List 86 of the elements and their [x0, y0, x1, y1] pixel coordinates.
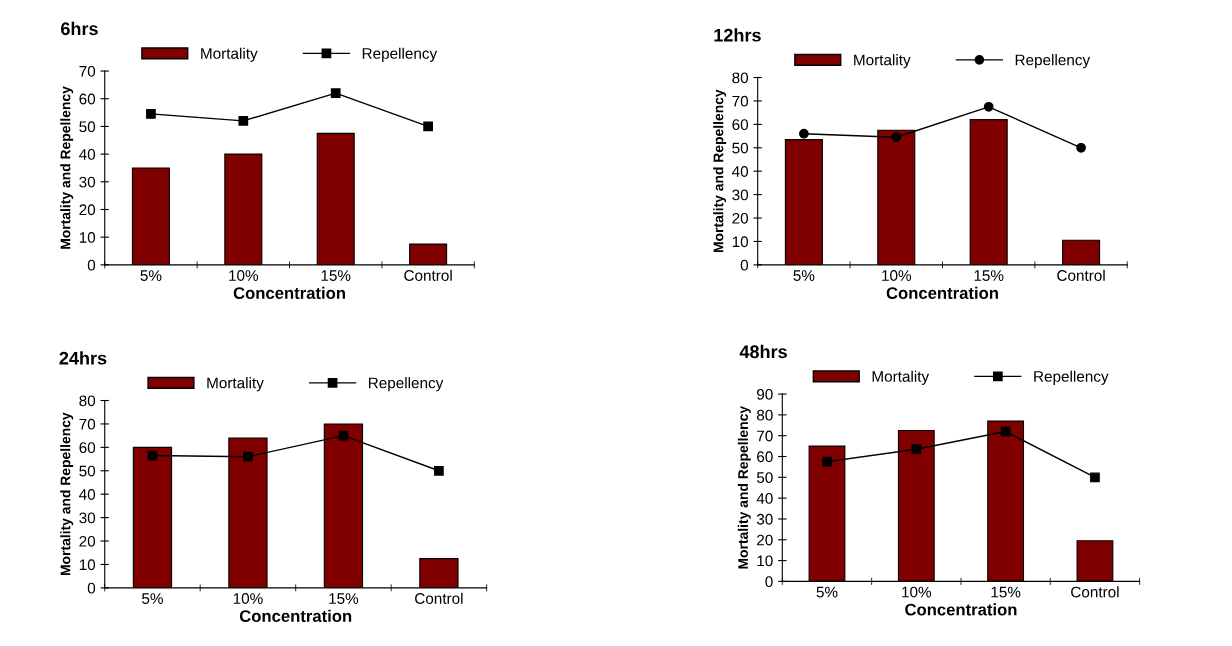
- x-tick-label: 5%: [142, 593, 163, 604]
- point: [423, 121, 433, 132]
- x-tick-label: 5%: [793, 270, 815, 281]
- x-tick-label: 10%: [233, 593, 263, 604]
- y-tick-label: 40: [79, 489, 96, 500]
- y-tick-label: 30: [79, 512, 96, 524]
- y-tick-label: 60: [79, 442, 96, 454]
- y-tick-label: 30: [756, 513, 773, 525]
- legend-label: Mortality: [854, 54, 911, 69]
- y-tick-label: 80: [732, 72, 749, 84]
- x-tick-label: 15%: [991, 586, 1021, 598]
- x-tick-label: 10%: [902, 586, 932, 598]
- x-axis-title: Concentration: [239, 609, 352, 622]
- y-tick-label: 10: [757, 555, 773, 567]
- y-tick-label: 60: [732, 119, 749, 131]
- legend-label: Mortality: [201, 47, 258, 62]
- chart-title: 24hrs: [59, 351, 107, 365]
- point: [911, 444, 922, 455]
- y-tick-label: 70: [79, 65, 96, 77]
- y-tick-label: 20: [757, 534, 773, 546]
- legend-label: Mortality: [207, 377, 264, 392]
- y-tick-label: 60: [79, 93, 96, 105]
- chart-title: 48hrs: [739, 344, 787, 359]
- y-tick-label: 60: [757, 451, 773, 463]
- x-axis-title: Concentration: [233, 286, 345, 299]
- y-tick-label: 0: [740, 259, 749, 271]
- y-tick-label: 40: [756, 493, 773, 504]
- y-tick-label: 70: [757, 430, 773, 442]
- y-axis-title: Mortality and Repellency: [737, 405, 751, 569]
- point: [434, 465, 444, 476]
- y-tick-label: 10: [79, 559, 96, 571]
- x-tick-label: 5%: [816, 586, 838, 598]
- legend-label: Repellency: [368, 377, 444, 392]
- point: [243, 451, 253, 462]
- x-tick-label: 10%: [229, 270, 259, 281]
- chart-title: 12hrs: [714, 28, 761, 42]
- point: [1090, 472, 1100, 483]
- y-tick-label: 70: [732, 95, 749, 107]
- y-tick-label: 20: [79, 204, 96, 216]
- y-tick-label: 0: [765, 576, 773, 588]
- y-tick-label: 40: [79, 148, 96, 160]
- x-tick-label: Control: [1071, 586, 1119, 598]
- x-tick-label: Control: [1057, 269, 1105, 281]
- y-tick-label: 90: [757, 388, 773, 400]
- chart-title: 6hrs: [61, 21, 98, 36]
- y-axis-title: Mortality and Repellency: [60, 412, 74, 576]
- point: [330, 88, 341, 99]
- y-tick-label: 10: [79, 232, 96, 243]
- y-tick-label: 20: [732, 212, 749, 224]
- y-axis-title: Mortality and Repellency: [713, 89, 727, 253]
- point: [891, 132, 902, 143]
- y-tick-label: 50: [79, 465, 96, 477]
- x-tick-label: 15%: [974, 270, 1004, 281]
- y-tick-label: 50: [756, 472, 773, 484]
- y-tick-label: 80: [79, 395, 96, 407]
- x-tick-label: 5%: [140, 270, 162, 281]
- x-tick-label: Control: [415, 592, 463, 604]
- y-tick-label: 30: [732, 189, 749, 201]
- y-tick-label: 30: [79, 176, 96, 188]
- point: [822, 456, 832, 467]
- y-tick-label: 20: [79, 535, 96, 547]
- point: [146, 109, 156, 119]
- point: [338, 430, 349, 441]
- y-tick-label: 70: [79, 418, 96, 430]
- y-axis-title: Mortality and Repellency: [60, 86, 74, 249]
- x-tick-label: 15%: [329, 593, 359, 604]
- x-tick-label: 10%: [882, 270, 912, 281]
- y-tick-label: 10: [732, 236, 749, 248]
- y-tick-label: 40: [732, 166, 749, 177]
- y-tick-label: 50: [79, 121, 96, 133]
- y-tick-label: 0: [87, 582, 96, 594]
- point: [238, 116, 249, 126]
- y-tick-label: 50: [732, 142, 749, 154]
- x-tick-label: 15%: [321, 270, 351, 281]
- x-axis-title: Concentration: [905, 603, 1017, 616]
- x-axis-title: Concentration: [886, 286, 998, 299]
- x-tick-label: Control: [404, 269, 452, 281]
- legend-label: Mortality: [872, 370, 930, 385]
- legend-label: Repellency: [1015, 54, 1091, 69]
- legend-label: Repellency: [1034, 370, 1109, 385]
- point: [1076, 142, 1086, 153]
- point: [799, 128, 809, 139]
- y-tick-label: 80: [756, 409, 773, 421]
- legend-label: Repellency: [362, 47, 438, 62]
- y-tick-label: 0: [87, 259, 96, 271]
- point: [983, 101, 994, 112]
